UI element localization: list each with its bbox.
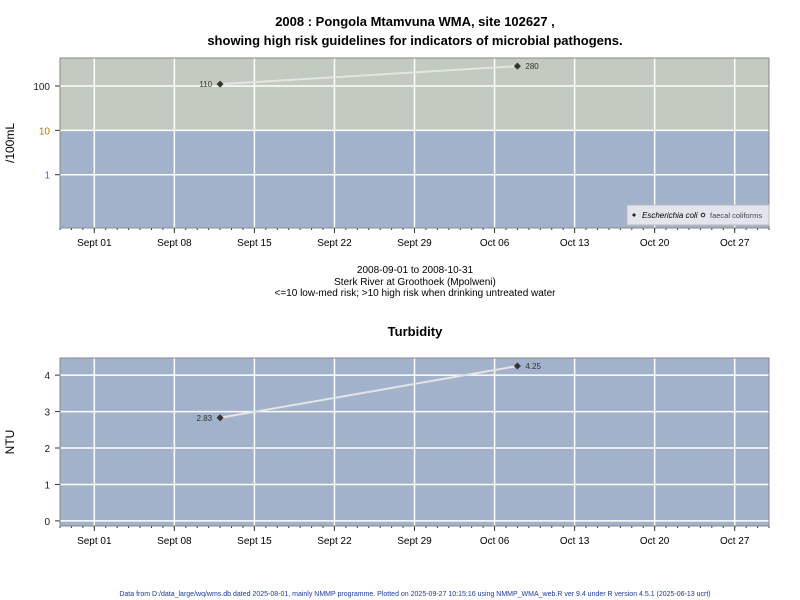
legend-marker-filled [632,213,636,217]
data-point [513,362,521,370]
chart-title: 2008 : Pongola Mtamvuna WMA, site 102627… [275,14,555,29]
turbidity-plot: Sept 01 Sept 08 Sept 15 Sept 22 Sept 29 Oct 0… [44,357,770,547]
series-line [220,65,518,86]
x-tick-label: Sept 22 [317,536,352,547]
legend-entry: faecal coliforms [710,211,762,220]
x-tick-label: Sept 15 [237,536,272,547]
data-label: 110 [199,80,212,89]
x-tick-label: Sept 01 [77,238,112,249]
y-tick-label: 4 [44,371,50,382]
x-tick-label: Oct 27 [720,238,750,249]
y-axis-label: /100mL [3,123,17,163]
x-tick-label: Sept 29 [397,238,432,249]
y-tick-label: 1 [44,480,50,491]
y-tick-label: 0 [44,517,50,528]
data-point [513,62,521,70]
data-point [216,80,224,88]
x-tick-label: Oct 13 [560,238,590,249]
x-tick-label: Oct 06 [480,536,510,547]
x-tick-label: Oct 20 [640,238,670,249]
date-range-annotation: 2008-09-01 to 2008-10-31 [357,265,474,276]
x-tick-label: Oct 27 [720,536,750,547]
site-annotation: Sterk River at Groothoek (Mpolweni) [334,277,496,288]
x-tick-label: Oct 13 [560,536,590,547]
y-tick-label: 10 [39,126,51,137]
x-tick-label: Sept 08 [157,536,192,547]
microbial-plot: Sept 01 Sept 08 Sept 15 Sept 22 Sept 29 Oct 0… [33,57,770,249]
legend-entry: Escherichia coli [642,211,698,220]
y-tick-label: 1 [44,171,50,182]
series-line [219,365,518,419]
x-tick-label: Sept 15 [237,238,272,249]
x-tick-label: Oct 20 [640,536,670,547]
x-tick-label: Sept 08 [157,238,192,249]
chart-subtitle: showing high risk guidelines for indicat… [207,33,622,48]
y-tick-label: 100 [33,82,50,93]
data-label: 280 [525,62,539,71]
data-label: 2.83 [197,414,213,423]
legend-marker-open [700,212,706,218]
x-tick-label: Sept 22 [317,238,352,249]
plot-frame [59,357,770,527]
x-tick-label: Sept 29 [397,536,432,547]
x-tick-label: Oct 06 [480,238,510,249]
y-tick-label: 3 [44,408,50,419]
data-point [216,414,224,422]
y-tick-label: 2 [44,444,50,455]
data-label: 4.25 [525,362,541,371]
legend-box [626,204,770,226]
plot-frame [59,57,770,229]
y-axis-label-turbidity: NTU [3,430,17,455]
turbidity-title: Turbidity [388,324,443,339]
x-tick-label: Sept 01 [77,536,112,547]
risk-annotation: <=10 low-med risk; >10 high risk when dr… [275,288,557,299]
footer-note: Data from D:/data_large/wq/wms.db dated … [119,591,710,598]
